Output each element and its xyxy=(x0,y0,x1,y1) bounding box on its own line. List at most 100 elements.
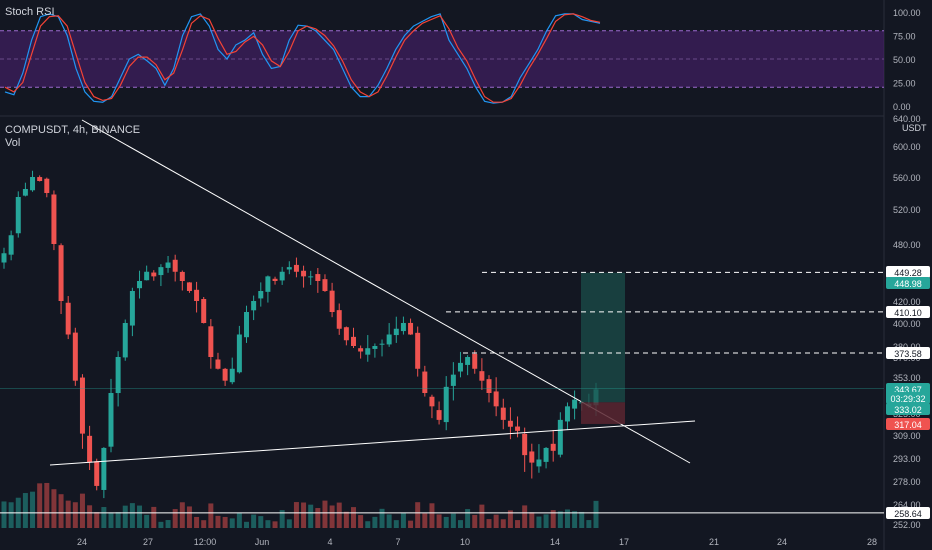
candle-body xyxy=(350,336,356,346)
price-tick-label: 264.00 xyxy=(893,500,921,510)
stoch-rsi-tick-label: 0.00 xyxy=(893,102,911,112)
stoch-rsi-tick-label: 100.00 xyxy=(893,8,921,18)
price-tick-label: 560.00 xyxy=(893,173,921,183)
candle-body xyxy=(144,271,150,281)
candle-body xyxy=(550,443,556,451)
volume-bar xyxy=(493,514,499,528)
candle-body xyxy=(37,177,43,181)
candle-body xyxy=(386,334,392,345)
volume-bar xyxy=(108,512,114,528)
candle-body xyxy=(151,272,157,277)
volume-bar xyxy=(443,516,449,528)
candle-body xyxy=(58,245,64,301)
time-tick-label: Jun xyxy=(255,537,270,547)
price-label-badge xyxy=(886,507,930,519)
volume-bar xyxy=(315,508,321,528)
candle-body xyxy=(8,235,14,255)
candle-body xyxy=(465,357,471,365)
candle-body xyxy=(265,276,271,292)
symbol-exchange: BINANCE xyxy=(91,124,141,136)
volume-bar xyxy=(572,511,578,528)
volume-bar xyxy=(507,510,513,528)
stoch-rsi-tick-label: 75.00 xyxy=(893,32,916,42)
candle-body xyxy=(529,451,535,463)
candle-body xyxy=(515,426,521,431)
candle-body xyxy=(429,396,435,407)
volume-bar xyxy=(179,502,185,528)
time-tick-label: 14 xyxy=(550,537,560,547)
stoch-rsi-d-line xyxy=(4,13,601,103)
candle-body xyxy=(115,357,121,394)
candle-body xyxy=(436,410,442,420)
price-label-text: 03:29:32 xyxy=(890,394,925,404)
price-label-text: 333.02 xyxy=(894,405,922,415)
candle-body xyxy=(379,343,385,345)
candle-body xyxy=(172,259,178,272)
price-label-badge xyxy=(886,306,930,318)
candle-body xyxy=(500,407,506,420)
price-label-badge xyxy=(886,277,930,289)
candle-body xyxy=(101,447,107,490)
stoch-rsi-tick-label: 50.00 xyxy=(893,55,916,65)
candle-body xyxy=(44,178,50,193)
candle-body xyxy=(479,371,485,381)
volume-bar xyxy=(51,489,57,528)
time-tick-label: 10 xyxy=(460,537,470,547)
candle-body xyxy=(572,399,578,409)
candle-body xyxy=(543,447,549,462)
volume-bar xyxy=(479,504,485,528)
candle-body xyxy=(158,267,164,276)
volume-bar xyxy=(343,511,349,528)
candle-body xyxy=(308,276,314,278)
volume-bar xyxy=(486,519,492,528)
volume-bar xyxy=(593,500,599,528)
candle-body xyxy=(1,253,7,263)
candle-body xyxy=(329,290,335,312)
price-tick-label: 278.00 xyxy=(893,477,921,487)
candle-body xyxy=(457,362,463,372)
candle-body xyxy=(51,194,57,244)
long-stop-zone xyxy=(581,402,625,424)
volume-bar xyxy=(365,521,371,528)
price-label-text: 258.64 xyxy=(894,509,922,519)
volume-bar xyxy=(222,516,228,528)
time-tick-label: 7 xyxy=(395,537,400,547)
candle-body xyxy=(122,323,128,358)
candle-body xyxy=(365,348,371,355)
volume-bar xyxy=(165,520,171,528)
volume-bar xyxy=(37,483,43,528)
stoch-rsi-label: Stoch RSI xyxy=(5,6,55,18)
volume-bar xyxy=(137,505,143,528)
candle-body xyxy=(215,359,221,369)
candle-body xyxy=(408,322,414,335)
price-label-text: 449.28 xyxy=(894,268,922,278)
price-tick-label: 400.00 xyxy=(893,319,921,329)
volume-bar xyxy=(379,508,385,528)
candle-body xyxy=(72,332,78,381)
symbol-separator: , xyxy=(66,124,73,136)
volume-bar xyxy=(172,509,178,528)
volume-bar xyxy=(158,521,164,528)
candle-body xyxy=(564,406,570,422)
volume-bar xyxy=(194,516,200,528)
volume-bar xyxy=(1,501,7,528)
volume-bar xyxy=(564,509,570,528)
volume-bar xyxy=(372,516,378,528)
volume-bar xyxy=(308,504,314,528)
volume-bar xyxy=(550,510,556,528)
volume-bar xyxy=(408,520,414,528)
price-tick-label: 252.00 xyxy=(893,520,921,530)
volume-bar xyxy=(536,516,542,528)
volume-bar xyxy=(358,515,364,528)
candle-body xyxy=(358,348,364,352)
volume-bar xyxy=(115,512,121,528)
candle-body xyxy=(343,327,349,341)
candle-body xyxy=(472,353,478,369)
price-label-badge xyxy=(886,347,930,359)
candle-body xyxy=(186,282,192,291)
price-label-badge xyxy=(886,392,930,404)
candle-body xyxy=(536,459,542,467)
volume-bar xyxy=(529,512,535,528)
